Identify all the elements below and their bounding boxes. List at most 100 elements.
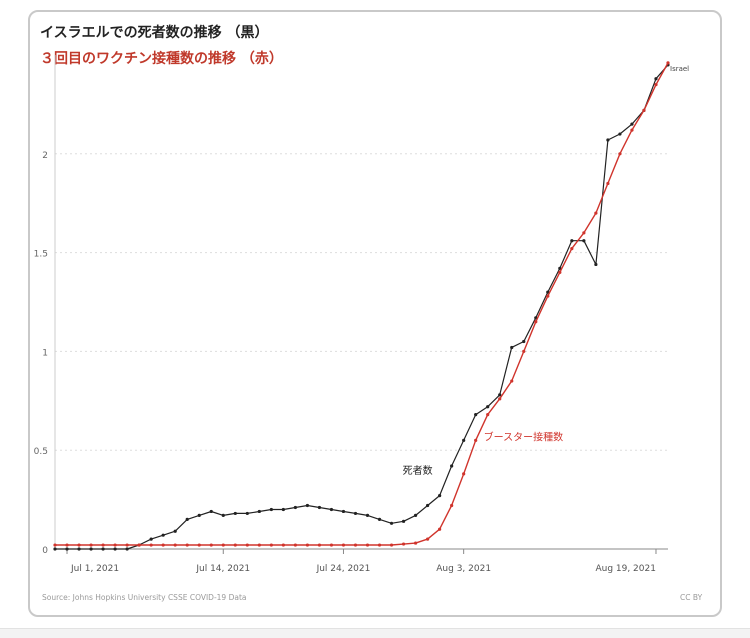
data-point-deaths: [486, 405, 490, 409]
data-point-deaths: [329, 507, 334, 512]
data-point-booster: [618, 152, 622, 156]
data-point-deaths: [293, 505, 297, 510]
data-point-deaths: [510, 345, 514, 350]
data-point-booster: [377, 543, 382, 547]
data-point-booster: [89, 543, 93, 547]
data-point-deaths: [546, 290, 550, 294]
data-point-deaths: [149, 537, 153, 541]
data-point-booster: [413, 541, 418, 545]
data-point-deaths: [269, 507, 273, 512]
data-point-booster: [233, 543, 237, 547]
data-point-deaths: [618, 132, 622, 136]
data-point-deaths: [185, 517, 189, 521]
data-point-booster: [113, 543, 117, 547]
data-point-booster: [173, 543, 177, 547]
license-note: CC BY: [680, 593, 703, 602]
x-tick-label: Jul 24, 2021: [316, 564, 371, 574]
data-point-booster: [558, 270, 562, 274]
data-point-booster: [245, 543, 249, 547]
data-point-booster: [534, 320, 538, 324]
data-point-booster: [221, 543, 225, 547]
y-tick-label: 1: [42, 348, 48, 358]
data-point-booster: [594, 211, 598, 215]
data-point-booster: [317, 543, 322, 547]
data-point-booster: [546, 294, 550, 298]
chart-card: [28, 10, 722, 617]
series-label-booster: ブースター接種数: [484, 430, 564, 443]
data-point-booster: [53, 543, 57, 547]
data-point-booster: [450, 503, 454, 508]
data-point-booster: [582, 231, 586, 235]
data-point-booster: [353, 543, 358, 547]
data-point-booster: [365, 543, 370, 547]
bottom-band: [0, 628, 750, 638]
series-line-deaths: [55, 64, 669, 550]
data-point-booster: [426, 537, 430, 541]
data-point-deaths: [53, 547, 57, 551]
data-point-deaths: [594, 262, 598, 267]
data-point-deaths: [173, 529, 177, 533]
data-point-deaths: [65, 547, 69, 551]
y-tick-label: 0: [42, 546, 48, 556]
data-point-booster: [125, 543, 129, 547]
axis-layer: [54, 55, 668, 554]
data-point-booster: [654, 83, 658, 87]
grid-layer: [55, 153, 668, 451]
data-point-booster: [606, 181, 610, 186]
data-point-booster: [293, 543, 297, 547]
data-point-booster: [401, 542, 406, 546]
x-tick-label: Aug 19, 2021: [595, 564, 656, 574]
data-point-deaths: [353, 511, 358, 516]
data-point-booster: [642, 108, 646, 112]
data-point-deaths: [498, 393, 502, 397]
series-label-deaths: 死者数: [403, 464, 433, 477]
data-point-booster: [161, 543, 165, 547]
data-point-booster: [341, 543, 346, 547]
data-point-booster: [630, 128, 634, 132]
data-point-deaths: [606, 138, 610, 142]
data-point-booster: [474, 438, 478, 442]
data-point-booster: [570, 247, 574, 251]
data-point-deaths: [233, 511, 237, 516]
data-point-booster: [257, 543, 261, 547]
data-point-deaths: [377, 517, 382, 521]
data-point-deaths: [125, 547, 129, 551]
data-point-deaths: [450, 464, 454, 468]
series-label-israel: Israel: [670, 65, 689, 73]
data-point-booster: [389, 543, 394, 547]
data-point-deaths: [161, 533, 165, 537]
data-point-booster: [77, 543, 81, 547]
data-point-deaths: [77, 547, 81, 551]
data-point-deaths: [522, 339, 526, 344]
data-point-deaths: [630, 122, 634, 126]
data-point-booster: [197, 543, 201, 547]
data-point-deaths: [197, 513, 201, 518]
data-point-deaths: [305, 503, 310, 508]
data-point-deaths: [113, 547, 117, 551]
data-point-booster: [185, 543, 189, 547]
data-point-deaths: [474, 413, 478, 417]
data-point-deaths: [389, 521, 394, 525]
y-tick-label: 0.5: [34, 447, 48, 457]
data-point-deaths: [89, 547, 93, 551]
data-point-booster: [209, 543, 213, 547]
source-note: Source: Johns Hopkins University CSSE CO…: [42, 593, 247, 602]
x-tick-label: Aug 3, 2021: [436, 564, 491, 574]
chart-title-deaths: イスラエルでの死者数の推移 （黒）: [40, 25, 269, 41]
data-point-deaths: [426, 503, 430, 508]
x-tick-label: Jul 14, 2021: [195, 564, 250, 574]
data-point-deaths: [365, 513, 370, 518]
label-layer: 0 0.5 1 1.5 2 Jul 1, 2021 Jul 14, 2021 Jul 24, …: [34, 65, 690, 574]
data-point-deaths: [401, 519, 406, 523]
y-tick-label: 1.5: [34, 250, 48, 260]
data-point-booster: [101, 543, 105, 547]
data-point-deaths: [221, 513, 225, 518]
data-point-deaths: [462, 438, 466, 442]
data-point-deaths: [558, 266, 562, 271]
data-point-deaths: [341, 509, 346, 514]
data-point-deaths: [257, 509, 261, 514]
data-point-deaths: [438, 494, 442, 498]
data-point-booster: [149, 543, 153, 547]
data-point-booster: [329, 543, 334, 547]
